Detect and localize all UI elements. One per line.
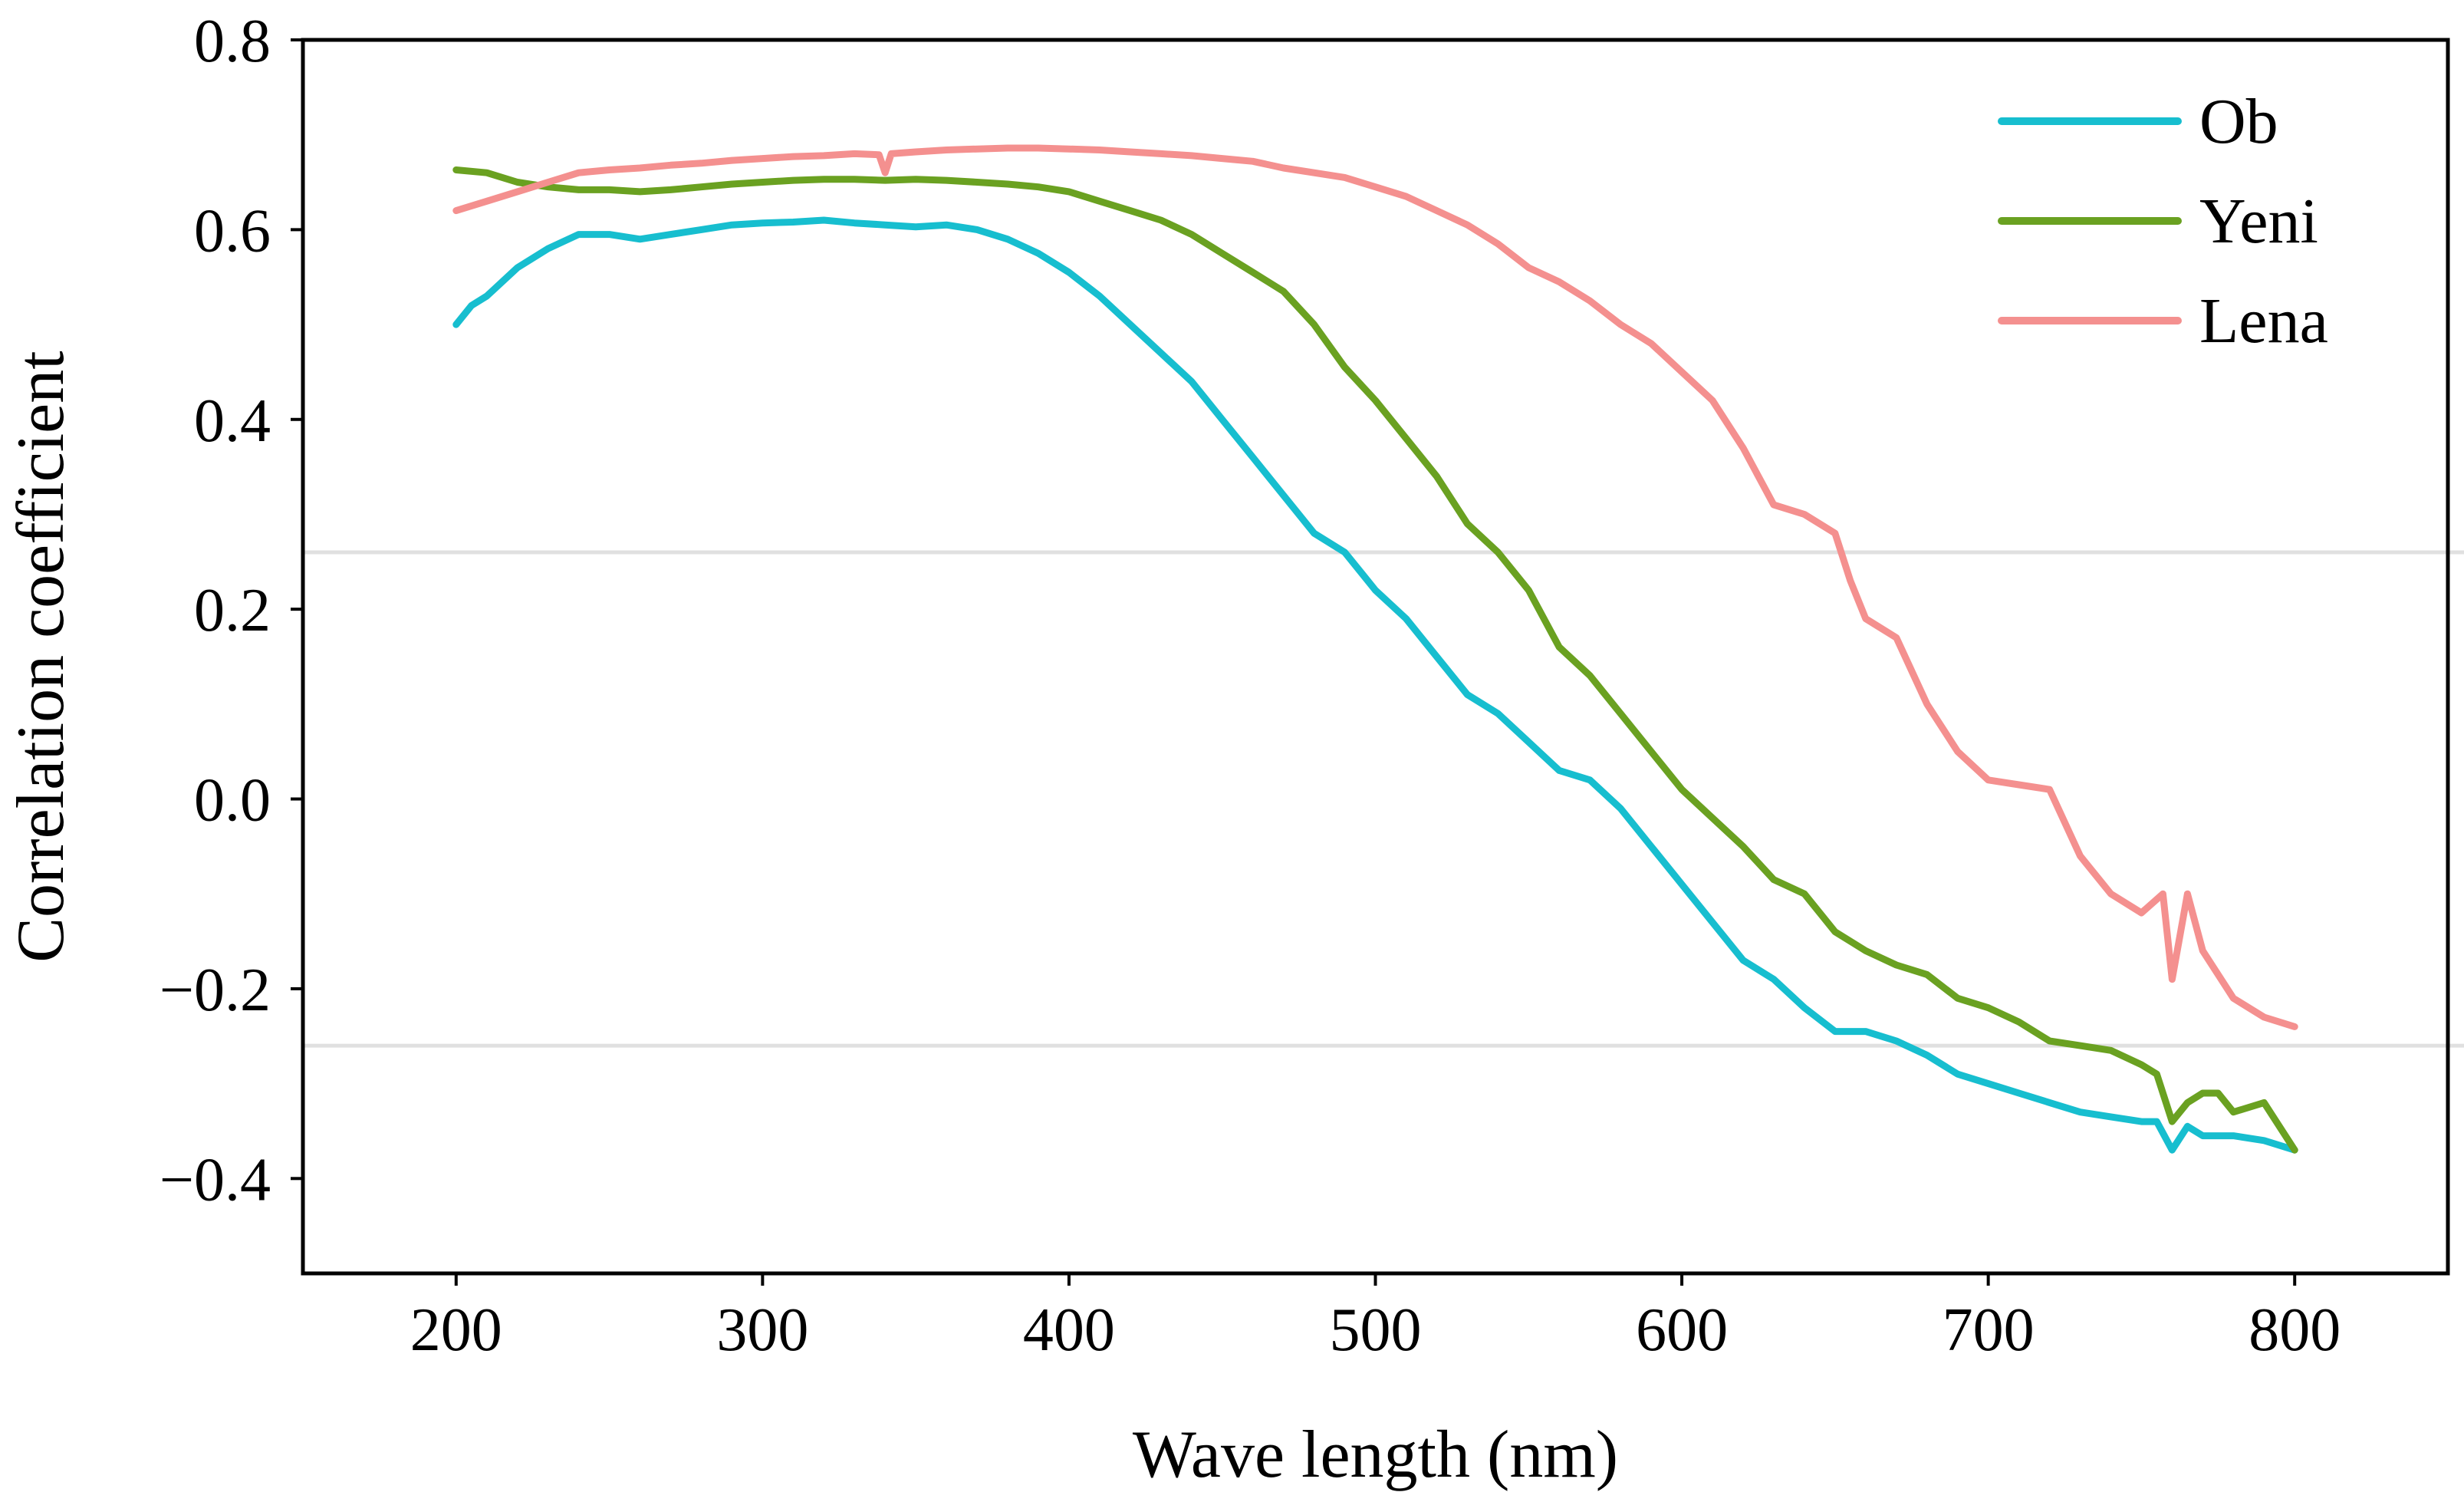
legend: Ob Yeni Lena	[1998, 86, 2328, 357]
legend-label-ob: Ob	[2199, 86, 2278, 157]
y-tick-label: 0.8	[194, 8, 271, 75]
y-tick-label: −0.2	[160, 957, 271, 1024]
x-tick-label: 200	[410, 1296, 502, 1364]
series-line-yeni	[452, 166, 2298, 1154]
y-tick-label: 0.0	[194, 767, 271, 835]
legend-label-yeni: Yeni	[2199, 186, 2318, 257]
x-tick-label: 700	[1943, 1296, 2035, 1364]
x-tick-label: 300	[716, 1296, 808, 1364]
x-tick-label: 500	[1330, 1296, 1422, 1364]
axis-ticks: 200 300 400 500 600 700 800 0.8 0.6 0.4 0.2 0.0 −0.2…	[160, 8, 2341, 1364]
y-tick-label: 0.4	[194, 387, 271, 455]
legend-label-lena: Lena	[2199, 285, 2328, 357]
y-axis-title: Correlation coefficient	[4, 351, 78, 962]
reference-lines	[303, 550, 2464, 1048]
x-axis-title: Wave length (nm)	[1133, 1418, 1618, 1492]
y-tick-label: 0.2	[194, 577, 271, 644]
series-lines	[452, 144, 2298, 1154]
x-tick-label: 400	[1023, 1296, 1115, 1364]
series-line-lena	[452, 144, 2298, 1030]
x-tick-label: 600	[1636, 1296, 1728, 1364]
y-tick-label: −0.4	[160, 1146, 271, 1214]
y-tick-label: 0.6	[194, 197, 271, 265]
series-line-ob	[452, 216, 2298, 1154]
x-tick-label: 800	[2249, 1296, 2341, 1364]
plot-frame	[301, 38, 2450, 1276]
